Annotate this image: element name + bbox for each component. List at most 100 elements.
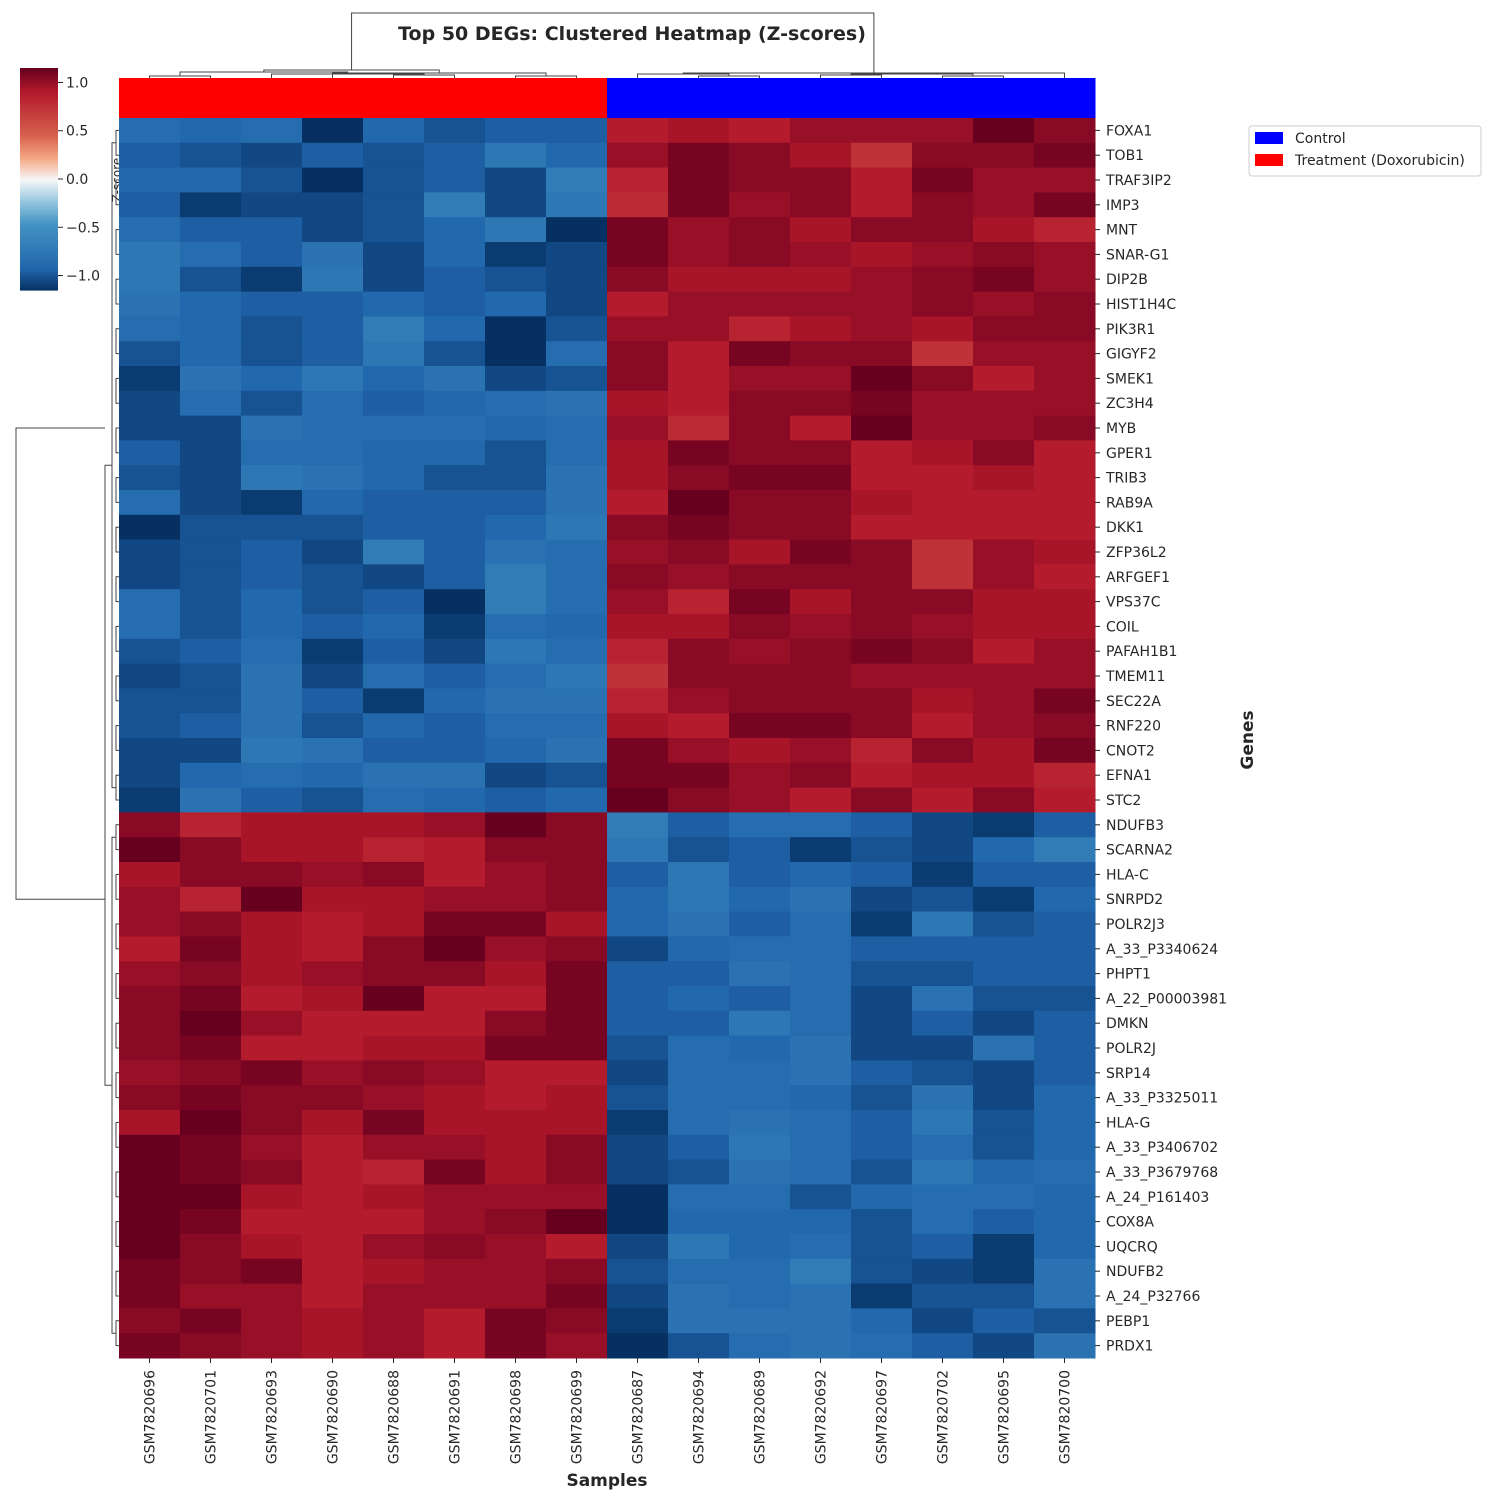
heatmap-cell xyxy=(851,1283,913,1309)
heatmap-cell xyxy=(424,1010,486,1037)
heatmap-cell xyxy=(790,1258,852,1285)
heatmap-cell xyxy=(119,1333,181,1359)
heatmap-cell xyxy=(363,1159,425,1185)
heatmap-cell xyxy=(607,837,669,863)
colorbar-gradient-segment xyxy=(20,220,58,223)
colorbar-gradient-segment xyxy=(20,244,58,247)
dendrogram-branch xyxy=(115,625,119,652)
heatmap-cell xyxy=(424,440,486,466)
heatmap-cell xyxy=(851,986,913,1012)
heatmap-cell xyxy=(912,1010,974,1037)
heatmap-cell xyxy=(668,936,730,962)
colorbar-gradient-segment xyxy=(20,138,58,141)
heatmap-cell xyxy=(912,1333,974,1359)
sample-label: GSM7820690 xyxy=(326,1370,342,1464)
heatmap-cell xyxy=(485,738,547,764)
colorbar-gradient-segment xyxy=(20,284,58,287)
heatmap-cell xyxy=(1034,812,1096,838)
heatmap-cell xyxy=(119,762,181,789)
heatmap-cell xyxy=(485,936,547,962)
dendrogram-branch xyxy=(115,873,119,900)
heatmap-cell xyxy=(424,118,486,144)
heatmap-cell xyxy=(241,167,303,193)
heatmap-cell xyxy=(180,936,242,962)
gene-label: POLR2J3 xyxy=(1106,917,1165,933)
heatmap-cell xyxy=(851,142,913,169)
heatmap-cell xyxy=(729,142,791,169)
heatmap-cell xyxy=(851,886,913,913)
heatmap-cell xyxy=(973,812,1035,838)
heatmap-cell xyxy=(119,638,181,665)
gene-label: SMEK1 xyxy=(1106,371,1154,387)
heatmap-cell xyxy=(119,415,181,441)
heatmap-cell xyxy=(241,266,303,293)
heatmap-cell xyxy=(302,291,364,317)
heatmap-cell xyxy=(851,366,913,392)
heatmap-cell xyxy=(912,862,974,888)
heatmap-cell xyxy=(790,663,852,689)
heatmap-cell xyxy=(363,911,425,937)
heatmap-cell xyxy=(607,366,669,392)
heatmap-cell xyxy=(912,1085,974,1111)
sample-label: GSM7820695 xyxy=(997,1370,1013,1464)
heatmap-cell xyxy=(973,192,1035,218)
column-dendrogram xyxy=(149,12,1065,78)
heatmap-cell xyxy=(546,1283,608,1309)
dendrogram-branch xyxy=(850,73,974,76)
heatmap-cell xyxy=(790,390,852,417)
heatmap-cell xyxy=(241,1035,303,1061)
heatmap-cell xyxy=(302,1159,364,1185)
sample-label: GSM7820689 xyxy=(753,1370,769,1464)
colorbar-gradient-segment xyxy=(20,254,58,257)
heatmap-cell xyxy=(973,886,1035,913)
colorbar-gradient-segment xyxy=(20,240,58,243)
heatmap-cell xyxy=(424,490,486,516)
heatmap-cell xyxy=(790,291,852,317)
heatmap-cell xyxy=(485,961,547,987)
colorbar-gradient-segment xyxy=(20,186,58,189)
heatmap-cell xyxy=(180,242,242,268)
heatmap-cell xyxy=(790,217,852,243)
heatmap-cell xyxy=(241,390,303,417)
heatmap-cell xyxy=(790,142,852,169)
heatmap-cell xyxy=(790,1110,852,1136)
heatmap-cell xyxy=(241,415,303,441)
heatmap-cell xyxy=(180,762,242,789)
dendrogram-branch xyxy=(115,229,119,255)
gene-label: PIK3R1 xyxy=(1106,322,1155,338)
colorbar-gradient-segment xyxy=(20,252,58,255)
heatmap-cell xyxy=(1034,1184,1096,1210)
heatmap-cell xyxy=(302,1209,364,1235)
heatmap-cell xyxy=(668,390,730,417)
heatmap-cell xyxy=(119,1060,181,1086)
colorbar-gradient-segment xyxy=(20,140,58,143)
gene-label: DIP2B xyxy=(1106,272,1148,288)
heatmap-cell xyxy=(485,1258,547,1285)
heatmap-cell xyxy=(180,1110,242,1136)
heatmap-cell xyxy=(729,1308,791,1334)
gene-label: GPER1 xyxy=(1106,446,1153,462)
colorbar-gradient-segment xyxy=(20,268,58,271)
heatmap-cell xyxy=(607,738,669,764)
heatmap-cell xyxy=(607,762,669,789)
heatmap-cell xyxy=(973,1010,1035,1037)
heatmap-cell xyxy=(912,1258,974,1285)
heatmap-cell xyxy=(485,1308,547,1334)
heatmap-cell xyxy=(424,1209,486,1235)
heatmap-cell xyxy=(363,1234,425,1260)
heatmap-cell xyxy=(546,266,608,293)
heatmap-cell xyxy=(912,1159,974,1185)
heatmap-cell xyxy=(973,787,1035,813)
heatmap-cell xyxy=(424,713,486,739)
heatmap-cell xyxy=(912,217,974,243)
heatmap-cell xyxy=(912,266,974,293)
heatmap-cell xyxy=(424,217,486,243)
group-bar-cell xyxy=(851,78,913,118)
heatmap-cell xyxy=(302,490,364,516)
heatmap-cell xyxy=(668,266,730,293)
gene-label: TRIB3 xyxy=(1105,471,1147,487)
heatmap-cell xyxy=(241,911,303,937)
heatmap-cell xyxy=(485,142,547,169)
heatmap-cell xyxy=(363,862,425,888)
heatmap-cell xyxy=(668,564,730,590)
